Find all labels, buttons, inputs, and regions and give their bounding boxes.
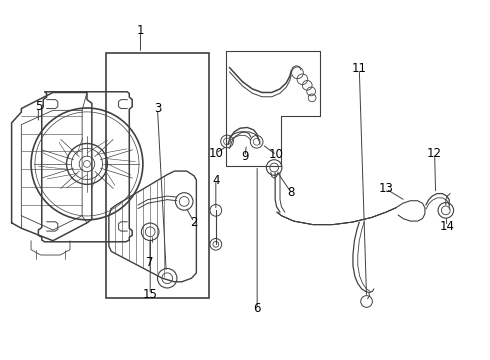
Text: 7: 7 xyxy=(147,256,154,269)
Text: 11: 11 xyxy=(352,62,367,75)
Text: 15: 15 xyxy=(143,288,158,301)
Text: 12: 12 xyxy=(427,147,442,160)
Text: 6: 6 xyxy=(253,302,261,315)
Text: 2: 2 xyxy=(190,216,197,229)
Text: 1: 1 xyxy=(137,24,144,37)
Text: 9: 9 xyxy=(241,150,249,163)
Text: 13: 13 xyxy=(379,183,393,195)
Text: 4: 4 xyxy=(212,174,220,186)
Text: 8: 8 xyxy=(288,186,295,199)
Text: 5: 5 xyxy=(35,100,42,113)
Text: 10: 10 xyxy=(269,148,284,162)
Bar xyxy=(106,53,209,298)
Text: 3: 3 xyxy=(154,102,161,115)
Text: 14: 14 xyxy=(439,220,454,233)
Text: 10: 10 xyxy=(208,147,223,160)
